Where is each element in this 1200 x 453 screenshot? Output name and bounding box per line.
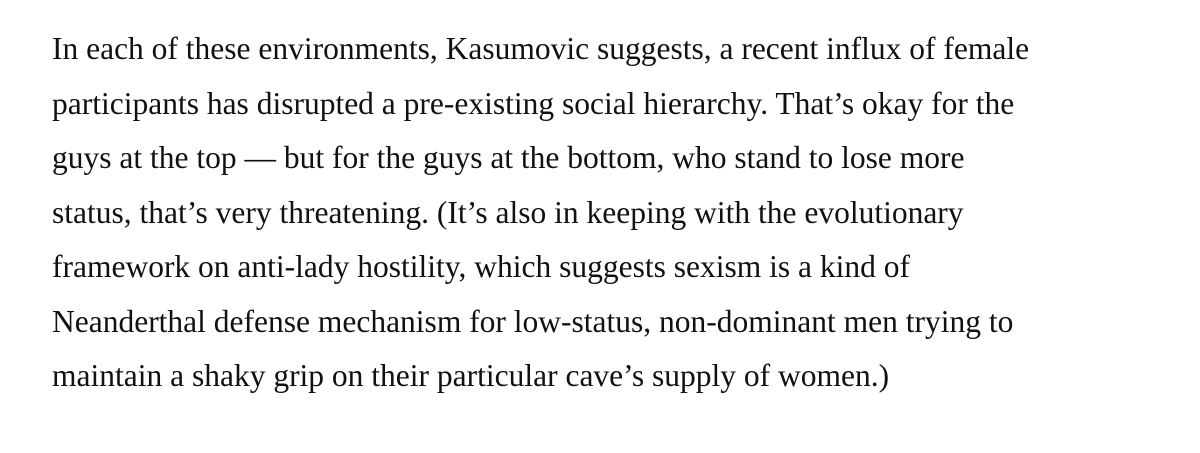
- paragraph-line: framework on anti-lady hostility, which …: [52, 249, 910, 284]
- paragraph-line: status, that’s very threatening. (It’s a…: [52, 194, 964, 230]
- article-paragraph: In each of these environments, Kasumovic…: [52, 22, 1192, 404]
- paragraph-line: participants has disrupted a pre-existin…: [52, 85, 1015, 121]
- paragraph-line: Neanderthal defense mechanism for low-st…: [52, 303, 1014, 339]
- paragraph-line: maintain a shaky grip on their particula…: [52, 358, 890, 393]
- paragraph-line: In each of these environments, Kasumovic…: [52, 31, 1030, 66]
- paragraph-line: guys at the top — but for the guys at th…: [52, 140, 965, 175]
